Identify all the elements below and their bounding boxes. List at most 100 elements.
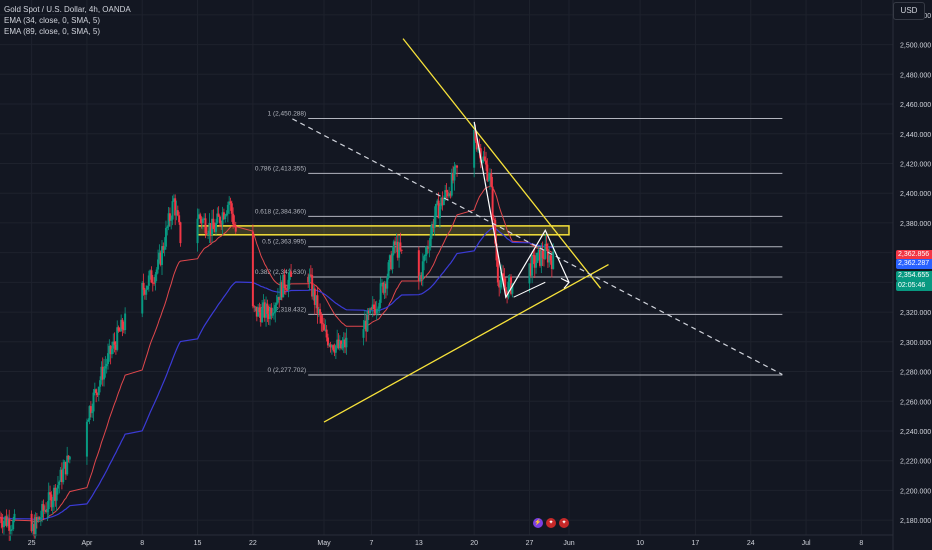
y-tick-label: 2,380.000 — [900, 221, 931, 228]
y-tick-label: 2,180.000 — [900, 518, 931, 525]
x-tick-label: 20 — [470, 540, 478, 547]
candle-body — [286, 289, 289, 291]
flag-icon[interactable]: ✦ — [559, 518, 569, 528]
candle-body — [334, 345, 337, 353]
fib-level-label: 1 (2,450.288) — [268, 110, 307, 117]
ema34-legend[interactable]: EMA (34, close, 0, SMA, 5) — [4, 16, 101, 25]
candle-body — [124, 313, 127, 331]
candle-body — [255, 306, 258, 317]
ema89-legend[interactable]: EMA (89, close, 0, SMA, 5) — [4, 27, 101, 36]
candle-body — [66, 455, 69, 475]
candle-body — [251, 231, 254, 307]
candle-body — [379, 283, 382, 303]
candle-body — [328, 344, 331, 346]
candle-body — [104, 366, 107, 369]
candle-body — [308, 274, 311, 283]
candle-body — [172, 198, 175, 202]
x-tick-label: Jun — [563, 540, 574, 547]
candle-body — [287, 279, 290, 291]
flash-icon[interactable]: ⚡ — [533, 518, 543, 528]
candle-body — [475, 140, 478, 150]
candle-body — [64, 461, 67, 475]
candle-body — [201, 218, 204, 224]
candle-body — [540, 250, 543, 266]
fib-level-label: 0.236 (2,318.432) — [255, 306, 306, 313]
candle-body — [320, 315, 323, 324]
candle-body — [432, 224, 435, 228]
candle-body — [345, 337, 348, 348]
candle-body — [118, 330, 121, 332]
candle-body — [60, 469, 63, 483]
candle-body — [438, 206, 441, 219]
candle-body — [366, 310, 369, 332]
candle-body — [494, 219, 497, 244]
x-tick-label: Apr — [81, 540, 93, 547]
candle-body — [265, 303, 268, 318]
candle-body — [224, 215, 227, 220]
candle-body — [307, 276, 310, 283]
currency-button[interactable]: USD — [893, 2, 925, 20]
candle-body — [312, 288, 315, 297]
candle-body — [67, 455, 70, 460]
candle-body — [213, 228, 216, 232]
candle-body — [552, 251, 555, 269]
candle-body — [390, 255, 393, 270]
candle-body — [548, 255, 551, 263]
candle-body — [446, 192, 449, 197]
candles — [0, 122, 555, 541]
candle-body — [437, 200, 440, 219]
y-tick-label: 2,460.000 — [900, 102, 931, 109]
candle-body — [276, 296, 279, 303]
candle-body — [431, 224, 434, 235]
y-tick-label: 2,260.000 — [900, 399, 931, 406]
candle-body — [49, 492, 52, 495]
candle-body — [362, 329, 365, 338]
candle-body — [528, 263, 531, 284]
candle-body — [309, 274, 312, 276]
candle-body — [216, 213, 219, 223]
candle-body — [150, 270, 153, 283]
candle-body — [141, 282, 144, 314]
candle-body — [316, 295, 319, 314]
candle-body — [54, 487, 57, 501]
candle-body — [441, 197, 444, 205]
candle-body — [164, 228, 167, 247]
candle-body — [367, 310, 370, 314]
candle-body — [114, 344, 117, 350]
candle-body — [504, 287, 507, 291]
candle-body — [496, 260, 499, 283]
candle-body — [477, 148, 480, 150]
candle-body — [103, 368, 106, 380]
candle-body — [369, 308, 372, 314]
trendlines — [292, 38, 783, 423]
series-title[interactable]: Gold Spot / U.S. Dollar, 4h, OANDA — [4, 5, 131, 14]
candle-body — [167, 213, 170, 227]
candle-body — [502, 273, 505, 279]
y-tick-label: 2,480.000 — [900, 72, 931, 79]
candle-body — [257, 307, 260, 317]
x-tick-label: 17 — [692, 540, 700, 547]
candle-body — [142, 282, 145, 290]
candle-body — [338, 340, 341, 348]
candle-body — [531, 255, 534, 276]
candle-body — [549, 255, 552, 261]
support-trendline — [323, 263, 609, 423]
candle-body — [290, 271, 293, 277]
fib-level-label: 0.382 (2,343.630) — [255, 269, 306, 276]
candle-body — [429, 234, 432, 247]
candle-body — [529, 263, 532, 276]
candle-body — [423, 256, 426, 262]
candle-body — [205, 233, 208, 235]
candle-body — [448, 193, 451, 197]
candle-body — [284, 288, 287, 290]
candle-body — [93, 389, 96, 393]
candle-body — [445, 190, 448, 193]
candle-body — [541, 250, 544, 259]
candle-body — [436, 200, 439, 205]
y-tick-label: 2,280.000 — [900, 370, 931, 377]
candle-body — [34, 517, 37, 537]
flag-icon[interactable]: ✦ — [546, 518, 556, 528]
candle-body — [41, 504, 44, 518]
candle-body — [417, 250, 420, 281]
